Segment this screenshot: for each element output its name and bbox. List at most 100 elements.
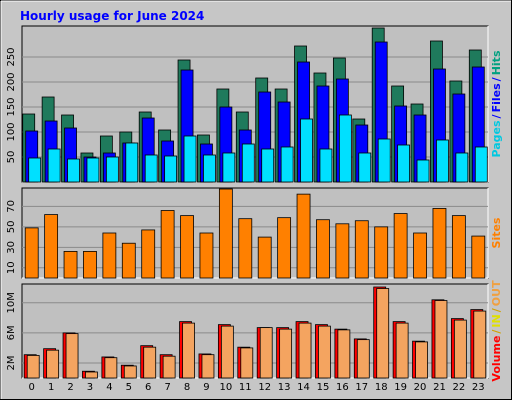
- bar: [451, 215, 466, 279]
- y-tick-label: 50: [6, 220, 17, 233]
- bar: [337, 329, 351, 379]
- bar: [143, 346, 157, 379]
- x-tick-label: 15: [317, 382, 330, 393]
- y-tick-label: 10M: [6, 292, 17, 313]
- y-tick-label: 70: [6, 200, 17, 213]
- bar: [338, 114, 352, 183]
- bar: [316, 219, 330, 279]
- bar: [377, 138, 391, 183]
- chart-title: Hourly usage for June 2024: [20, 9, 204, 23]
- bar: [432, 208, 447, 279]
- x-tick-label: 11: [239, 382, 252, 393]
- bar: [257, 236, 272, 279]
- bar: [123, 365, 137, 379]
- bar: [203, 154, 216, 183]
- y-axis-label: Pages/Files/Hits: [490, 50, 503, 157]
- bar: [374, 226, 389, 279]
- bar: [376, 288, 390, 379]
- x-tick-label: 7: [164, 382, 170, 393]
- bar: [86, 157, 100, 183]
- bar: [415, 341, 428, 379]
- x-tick-label: 1: [48, 382, 54, 393]
- bar: [182, 322, 195, 379]
- x-tick-label: 5: [126, 382, 132, 393]
- x-tick-label: 16: [336, 382, 349, 393]
- y-axis-label-part: OUT: [490, 280, 503, 306]
- y-tick-label: 150: [6, 97, 17, 116]
- y-axis-label-part: Volume: [490, 336, 503, 382]
- y-axis-label-part: /: [490, 76, 503, 81]
- bar: [28, 157, 42, 183]
- bar: [160, 210, 175, 279]
- bar: [261, 148, 275, 183]
- y-axis-label-part: /: [490, 307, 503, 312]
- x-tick-label: 17: [355, 382, 368, 393]
- bar: [240, 347, 254, 379]
- x-tick-label: 12: [258, 382, 271, 393]
- bar: [67, 158, 80, 183]
- bar: [471, 235, 486, 279]
- bar: [356, 339, 370, 379]
- x-tick-label: 13: [278, 382, 291, 393]
- x-tick-label: 9: [203, 382, 209, 393]
- y-axis-label-part: Hits: [490, 50, 503, 75]
- bar: [125, 142, 139, 183]
- bar: [144, 154, 158, 183]
- bar: [24, 227, 39, 279]
- y-tick-label: 10: [6, 261, 17, 274]
- y-axis-label-part: Files: [490, 83, 503, 113]
- bar: [44, 214, 59, 279]
- bar: [335, 223, 350, 279]
- bar: [162, 355, 176, 379]
- bar: [259, 327, 273, 379]
- x-tick-label: 20: [414, 382, 427, 393]
- x-tick-label: 22: [453, 382, 466, 393]
- bar: [26, 355, 40, 379]
- x-tick-label: 18: [375, 382, 388, 393]
- plot-area: [21, 25, 489, 183]
- bar: [434, 300, 448, 379]
- bar: [65, 333, 79, 379]
- bar: [63, 251, 78, 279]
- bar: [300, 118, 313, 183]
- bar: [199, 232, 214, 279]
- bar: [358, 152, 372, 183]
- x-tick-label: 14: [297, 382, 310, 393]
- y-axis-label-part: Sites: [490, 217, 503, 248]
- bar: [397, 144, 411, 183]
- bar: [105, 156, 119, 183]
- bar: [222, 152, 236, 183]
- bar: [453, 319, 467, 379]
- bar: [296, 193, 311, 279]
- bar: [298, 322, 312, 379]
- bar: [393, 213, 408, 279]
- x-tick-label: 0: [29, 382, 35, 393]
- bar: [241, 143, 255, 183]
- bar: [416, 159, 430, 183]
- y-tick-label: 200: [6, 72, 17, 91]
- x-tick-label: 21: [433, 382, 446, 393]
- bar: [121, 242, 136, 279]
- bar: [220, 325, 234, 379]
- bar: [183, 135, 197, 183]
- bar: [238, 218, 253, 279]
- plot-area: [21, 187, 489, 279]
- x-tick-label: 2: [67, 382, 73, 393]
- y-tick-label: 100: [6, 122, 17, 141]
- bar: [102, 232, 117, 279]
- plot-area: [21, 283, 489, 379]
- bar: [436, 139, 449, 183]
- bar: [280, 146, 294, 183]
- bar: [164, 155, 178, 183]
- bar: [104, 357, 118, 379]
- x-tick-label: 23: [472, 382, 485, 393]
- bar: [455, 152, 469, 183]
- y-axis-label: Sites: [490, 217, 503, 248]
- x-tick-label: 19: [394, 382, 407, 393]
- bar: [47, 148, 61, 183]
- y-tick-label: 50: [6, 151, 17, 164]
- x-tick-label: 4: [106, 382, 112, 393]
- y-tick-label: 30: [6, 241, 17, 254]
- y-axis-label-part: IN: [490, 314, 503, 327]
